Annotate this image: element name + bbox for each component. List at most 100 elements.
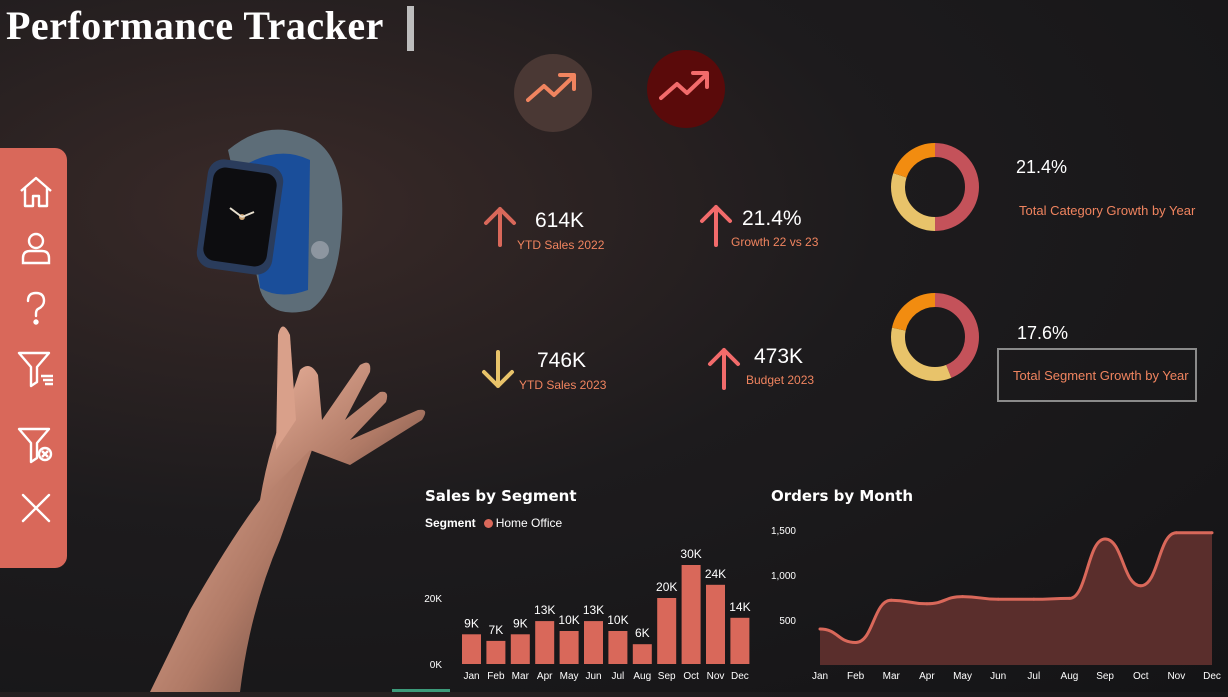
- legend-title: Segment: [425, 516, 476, 530]
- ytd-sales-2023-label: YTD Sales 2023: [519, 378, 607, 392]
- data-point[interactable]: [996, 597, 1000, 601]
- bar[interactable]: [486, 640, 506, 664]
- orders-month-title: Orders by Month: [771, 487, 914, 505]
- bar-data-label: 24K: [705, 567, 726, 581]
- bar-data-label: 30K: [680, 547, 701, 561]
- ytd-sales-2023-value: 746K: [537, 349, 587, 372]
- x-tick-label: Nov: [707, 671, 725, 682]
- x-tick-label: Jun: [990, 671, 1006, 682]
- title-divider: [407, 6, 414, 51]
- ytd-sales-2022-value: 614K: [535, 209, 585, 232]
- data-point[interactable]: [1210, 531, 1214, 535]
- category-growth-value: 21.4%: [1016, 157, 1068, 177]
- bar[interactable]: [535, 621, 555, 664]
- segment-growth-label: Total Segment Growth by Year: [1013, 368, 1189, 383]
- y-tick-label: 20K: [424, 594, 442, 605]
- series-line[interactable]: [819, 531, 1212, 645]
- sales-segment-legend: Segment Home Office: [425, 516, 562, 530]
- user-icon[interactable]: [16, 228, 56, 268]
- ytd-sales-2022-label: YTD Sales 2022: [517, 238, 605, 252]
- budget-label: Budget 2023: [746, 373, 815, 387]
- data-point[interactable]: [1103, 537, 1107, 541]
- x-tick-label: Feb: [487, 671, 505, 682]
- bar[interactable]: [730, 617, 750, 664]
- bar[interactable]: [559, 631, 579, 664]
- data-point[interactable]: [1174, 531, 1178, 535]
- arrow-up-icon: [484, 207, 516, 247]
- bar-data-label: 9K: [464, 616, 479, 630]
- trend-up-red-icon: [647, 50, 725, 128]
- x-tick-label: Dec: [1203, 671, 1221, 682]
- y-tick-label: 1,000: [771, 571, 796, 582]
- budget-value: 473K: [754, 345, 804, 368]
- arrow-down-icon: [482, 350, 514, 388]
- bar-data-label: 9K: [513, 616, 528, 630]
- data-point[interactable]: [889, 598, 893, 602]
- segment-growth-donut[interactable]: [888, 290, 982, 384]
- bar-data-label: 7K: [489, 623, 504, 637]
- legend-item[interactable]: Home Office: [495, 516, 563, 530]
- sales-segment-chart: 0K 20K 9K Jan 7K Feb 9K Mar 13K Apr 10K May 13K Jun 10…: [424, 547, 750, 682]
- segment-growth-value: 17.6%: [1017, 323, 1069, 343]
- bar[interactable]: [632, 644, 652, 664]
- data-point[interactable]: [1067, 596, 1071, 600]
- bar-data-label: 10K: [607, 613, 628, 627]
- x-tick-label: Feb: [847, 671, 865, 682]
- x-tick-label: Apr: [537, 671, 553, 682]
- x-tick-label: Mar: [512, 671, 530, 682]
- sales-segment-title: Sales by Segment: [425, 487, 577, 505]
- bar[interactable]: [608, 631, 628, 664]
- x-tick-label: Sep: [658, 671, 676, 682]
- page-title: Performance Tracker: [6, 3, 384, 48]
- x-tick-label: Dec: [731, 671, 749, 682]
- filter-icon[interactable]: [16, 348, 56, 388]
- bar-data-label: 14K: [729, 600, 750, 614]
- x-tick-label: Mar: [883, 671, 901, 682]
- y-tick-label: 0K: [430, 660, 443, 671]
- page-indicator: [392, 689, 450, 692]
- y-tick-label: 1,500: [771, 526, 796, 537]
- x-tick-label: Oct: [1133, 671, 1149, 682]
- bar[interactable]: [584, 621, 603, 664]
- help-icon[interactable]: [16, 288, 56, 328]
- category-growth-donut[interactable]: [888, 140, 982, 234]
- category-growth-label: Total Category Growth by Year: [1019, 203, 1196, 218]
- data-point[interactable]: [1032, 597, 1036, 601]
- home-icon[interactable]: [16, 172, 56, 212]
- clear-filter-icon[interactable]: [16, 424, 56, 464]
- x-tick-label: Jul: [1027, 671, 1040, 682]
- data-point[interactable]: [961, 595, 965, 599]
- legend-dot: [483, 519, 493, 528]
- bar[interactable]: [462, 634, 481, 664]
- arrow-up-icon: [708, 348, 740, 390]
- x-tick-label: Jul: [612, 671, 625, 682]
- bar-data-label: 13K: [534, 603, 555, 617]
- bar-data-label: 6K: [635, 626, 650, 640]
- data-point[interactable]: [925, 602, 929, 606]
- bar-data-label: 13K: [583, 603, 604, 617]
- x-tick-label: Jun: [585, 671, 601, 682]
- x-tick-label: Sep: [1096, 671, 1114, 682]
- bar[interactable]: [510, 634, 530, 664]
- y-tick-label: 500: [779, 616, 796, 627]
- data-point[interactable]: [1139, 584, 1143, 588]
- close-icon[interactable]: [16, 488, 56, 528]
- arrow-up-icon: [700, 205, 732, 247]
- x-tick-label: Nov: [1167, 671, 1185, 682]
- x-tick-label: Aug: [1061, 671, 1079, 682]
- trend-up-icon: [514, 54, 592, 132]
- hero-watch-image: [150, 120, 450, 692]
- x-tick-label: Aug: [633, 671, 651, 682]
- x-tick-label: Jan: [463, 671, 479, 682]
- area-fill: [820, 532, 1212, 665]
- bar[interactable]: [657, 598, 677, 664]
- growth-label: Growth 22 vs 23: [731, 235, 819, 249]
- orders-month-chart: 500 1,000 1,500 Jan Feb Mar Apr May Jun Jul Aug Sep…: [771, 526, 1221, 682]
- bar[interactable]: [706, 584, 725, 664]
- bar[interactable]: [681, 565, 701, 664]
- x-tick-label: May: [560, 671, 579, 682]
- data-point[interactable]: [818, 627, 822, 631]
- segment-growth-label-box: Total Segment Growth by Year: [997, 348, 1197, 402]
- x-tick-label: Oct: [683, 671, 699, 682]
- data-point[interactable]: [854, 641, 858, 644]
